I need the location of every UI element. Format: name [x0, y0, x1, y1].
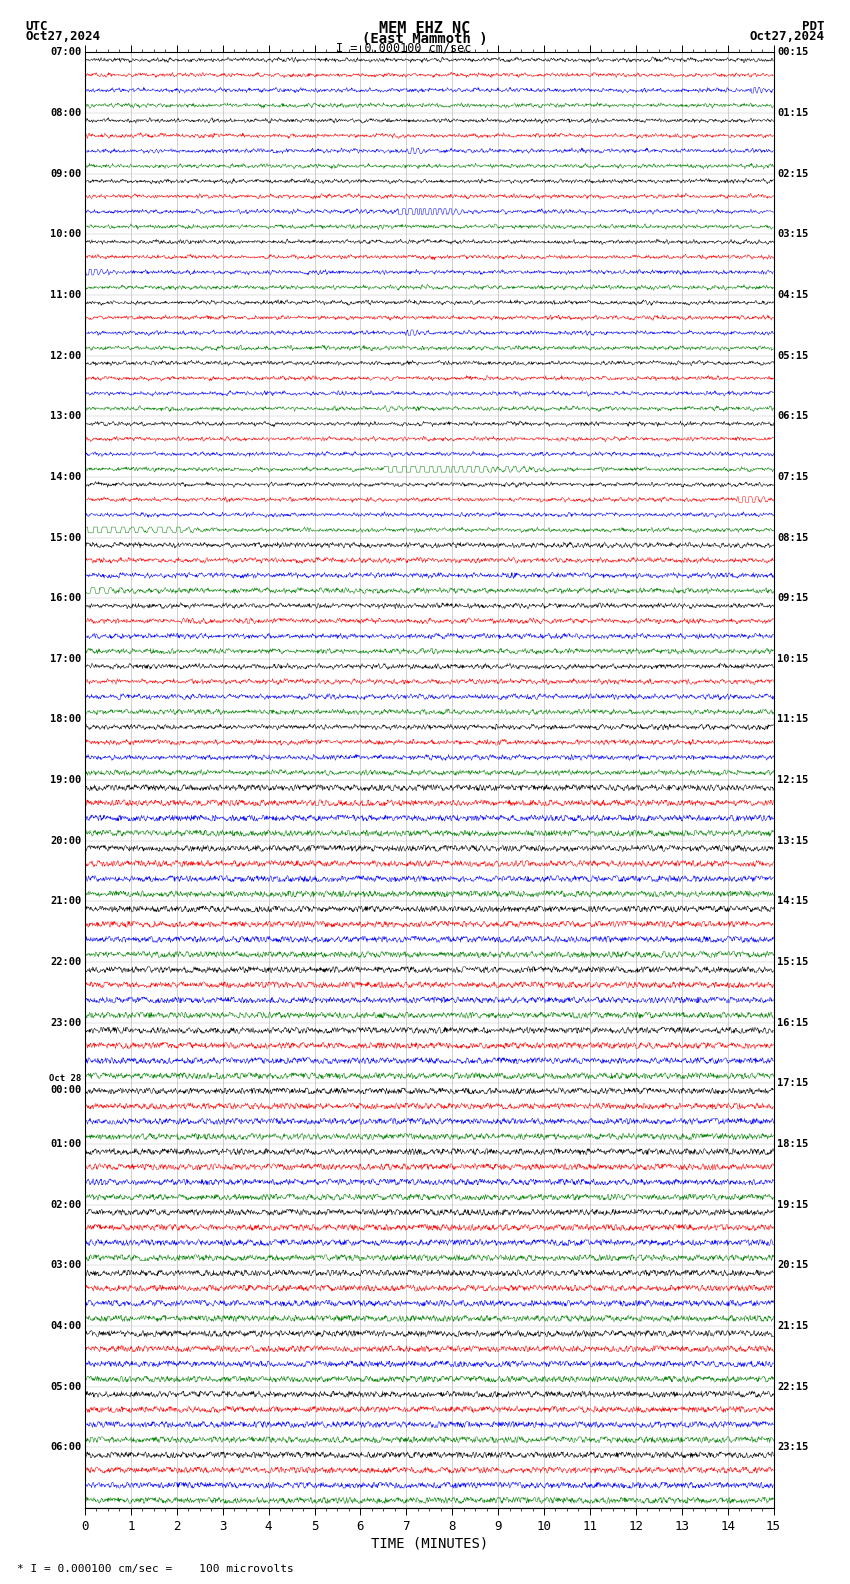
- Text: 08:15: 08:15: [777, 532, 808, 542]
- Text: 16:00: 16:00: [50, 592, 82, 604]
- Text: 19:15: 19:15: [777, 1199, 808, 1210]
- Text: 14:00: 14:00: [50, 472, 82, 482]
- Text: Oct 28: Oct 28: [49, 1074, 82, 1082]
- Text: 00:00: 00:00: [50, 1085, 82, 1095]
- Text: MEM EHZ NC: MEM EHZ NC: [379, 21, 471, 36]
- Text: 05:00: 05:00: [50, 1381, 82, 1392]
- Text: 21:15: 21:15: [777, 1321, 808, 1331]
- Text: 01:00: 01:00: [50, 1139, 82, 1148]
- Text: 20:00: 20:00: [50, 836, 82, 846]
- Text: 15:00: 15:00: [50, 532, 82, 542]
- Text: 09:00: 09:00: [50, 168, 82, 179]
- Text: 09:15: 09:15: [777, 592, 808, 604]
- Text: 14:15: 14:15: [777, 897, 808, 906]
- Text: 13:00: 13:00: [50, 412, 82, 421]
- X-axis label: TIME (MINUTES): TIME (MINUTES): [371, 1536, 488, 1551]
- Text: Oct27,2024: Oct27,2024: [750, 30, 824, 43]
- Text: 07:00: 07:00: [50, 48, 82, 57]
- Text: 12:15: 12:15: [777, 775, 808, 786]
- Text: 03:15: 03:15: [777, 230, 808, 239]
- Text: 02:00: 02:00: [50, 1199, 82, 1210]
- Text: 01:15: 01:15: [777, 108, 808, 117]
- Text: 02:15: 02:15: [777, 168, 808, 179]
- Text: (East Mammoth ): (East Mammoth ): [362, 32, 488, 46]
- Text: 15:15: 15:15: [777, 957, 808, 968]
- Text: 10:00: 10:00: [50, 230, 82, 239]
- Text: 18:15: 18:15: [777, 1139, 808, 1148]
- Text: * I = 0.000100 cm/sec =    100 microvolts: * I = 0.000100 cm/sec = 100 microvolts: [17, 1565, 294, 1574]
- Text: 04:00: 04:00: [50, 1321, 82, 1331]
- Text: 17:15: 17:15: [777, 1079, 808, 1088]
- Text: 12:00: 12:00: [50, 350, 82, 361]
- Text: 18:00: 18:00: [50, 714, 82, 724]
- Text: 23:00: 23:00: [50, 1019, 82, 1028]
- Text: 11:00: 11:00: [50, 290, 82, 299]
- Text: 16:15: 16:15: [777, 1019, 808, 1028]
- Text: 13:15: 13:15: [777, 836, 808, 846]
- Text: 19:00: 19:00: [50, 775, 82, 786]
- Text: I = 0.000100 cm/sec: I = 0.000100 cm/sec: [336, 41, 471, 55]
- Text: UTC: UTC: [26, 19, 48, 33]
- Text: 23:15: 23:15: [777, 1443, 808, 1453]
- Text: 22:15: 22:15: [777, 1381, 808, 1392]
- Text: 06:15: 06:15: [777, 412, 808, 421]
- Text: 00:15: 00:15: [777, 48, 808, 57]
- Text: 05:15: 05:15: [777, 350, 808, 361]
- Text: 08:00: 08:00: [50, 108, 82, 117]
- Text: 22:00: 22:00: [50, 957, 82, 968]
- Text: Oct27,2024: Oct27,2024: [26, 30, 100, 43]
- Text: 04:15: 04:15: [777, 290, 808, 299]
- Text: 17:00: 17:00: [50, 654, 82, 664]
- Text: 10:15: 10:15: [777, 654, 808, 664]
- Text: PDT: PDT: [802, 19, 824, 33]
- Text: 07:15: 07:15: [777, 472, 808, 482]
- Text: 20:15: 20:15: [777, 1261, 808, 1270]
- Text: 03:00: 03:00: [50, 1261, 82, 1270]
- Text: 06:00: 06:00: [50, 1443, 82, 1453]
- Text: 21:00: 21:00: [50, 897, 82, 906]
- Text: 11:15: 11:15: [777, 714, 808, 724]
